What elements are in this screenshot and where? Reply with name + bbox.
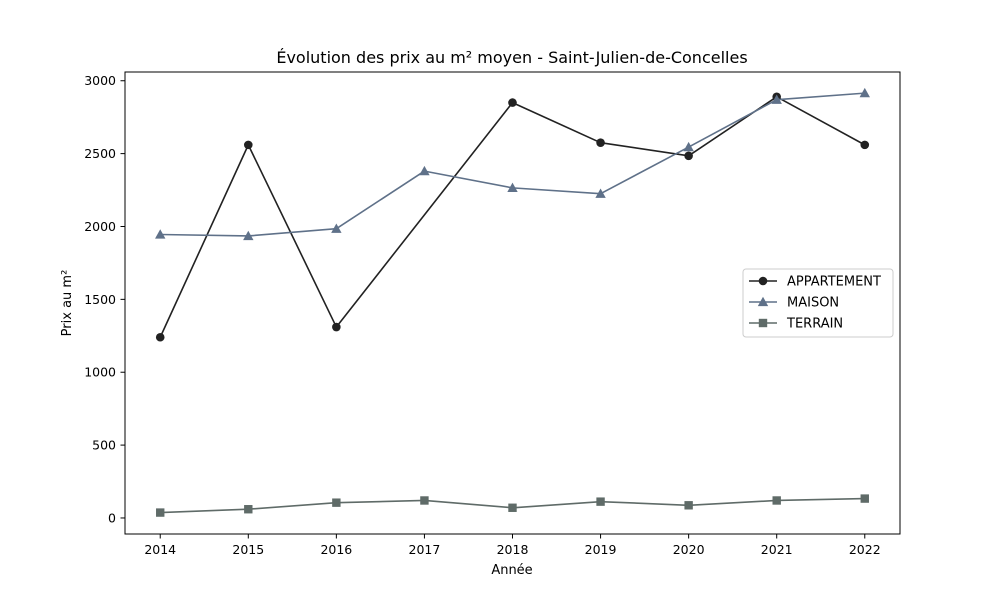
data-point-appartement (684, 151, 693, 161)
y-tick-label: 0 (108, 510, 116, 525)
data-point-appartement (243, 140, 253, 150)
legend-box (742, 268, 894, 338)
data-point-appartement (860, 140, 870, 150)
data-point-maison (859, 87, 870, 98)
x-tick-label: 2021 (761, 542, 793, 557)
data-point-maison (155, 229, 166, 239)
x-tick-label: 2014 (144, 542, 176, 557)
data-point-maison (595, 188, 606, 198)
data-point-appartement (332, 322, 341, 332)
y-tick-label: 2000 (84, 219, 116, 234)
data-point-terrain (420, 496, 429, 505)
data-point-terrain (332, 498, 341, 507)
chart-title: Évolution des prix au m² moyen - Saint-J… (276, 48, 747, 67)
x-tick-label: 2019 (585, 542, 617, 557)
data-point-terrain (596, 497, 605, 506)
data-point-maison (243, 230, 254, 241)
data-point-appartement (508, 98, 517, 107)
data-point-appartement (155, 332, 165, 342)
y-axis: 0 500 1000 1500 2000 2500 3000 (84, 73, 125, 525)
legend: APPARTEMENT MAISON TERRAIN (742, 268, 894, 338)
x-axis: 2014 2015 2016 2017 2018 2019 2020 2021 2022 (144, 534, 881, 557)
legend-marker-maison (757, 296, 769, 307)
data-point-terrain (684, 501, 693, 510)
legend-label-terrain: TERRAIN (786, 317, 843, 332)
data-point-appartement (596, 138, 605, 147)
data-point-terrain (508, 503, 517, 512)
y-tick-label: 500 (92, 438, 116, 453)
x-tick-label: 2015 (232, 542, 264, 557)
y-tick-label: 3000 (84, 73, 116, 88)
data-point-maison (771, 94, 782, 104)
x-tick-label: 2020 (673, 542, 705, 557)
y-tick-label: 1500 (84, 292, 116, 307)
data-point-maison (419, 165, 430, 176)
series-line-maison (160, 92, 865, 237)
y-tick-label: 2500 (84, 146, 116, 161)
x-tick-label: 2016 (320, 542, 352, 557)
x-tick-label: 2018 (497, 542, 529, 557)
y-axis-label: Prix au m² (60, 270, 75, 337)
legend-marker-terrain (758, 318, 768, 328)
y-tick-label: 1000 (84, 365, 116, 380)
legend-label-maison: MAISON (787, 296, 839, 311)
data-point-maison (331, 223, 342, 233)
legend-marker-appartement (758, 276, 768, 286)
plot-area (155, 87, 870, 517)
data-point-maison (507, 182, 518, 193)
x-tick-label: 2022 (849, 542, 881, 557)
legend-label-appartement: APPARTEMENT (787, 275, 881, 290)
data-point-maison (683, 141, 694, 152)
data-point-terrain (156, 508, 165, 517)
data-point-terrain (244, 505, 253, 514)
x-axis-label: Année (491, 563, 532, 578)
data-point-terrain (772, 496, 781, 505)
x-tick-label: 2017 (409, 542, 441, 557)
data-point-terrain (860, 494, 869, 503)
